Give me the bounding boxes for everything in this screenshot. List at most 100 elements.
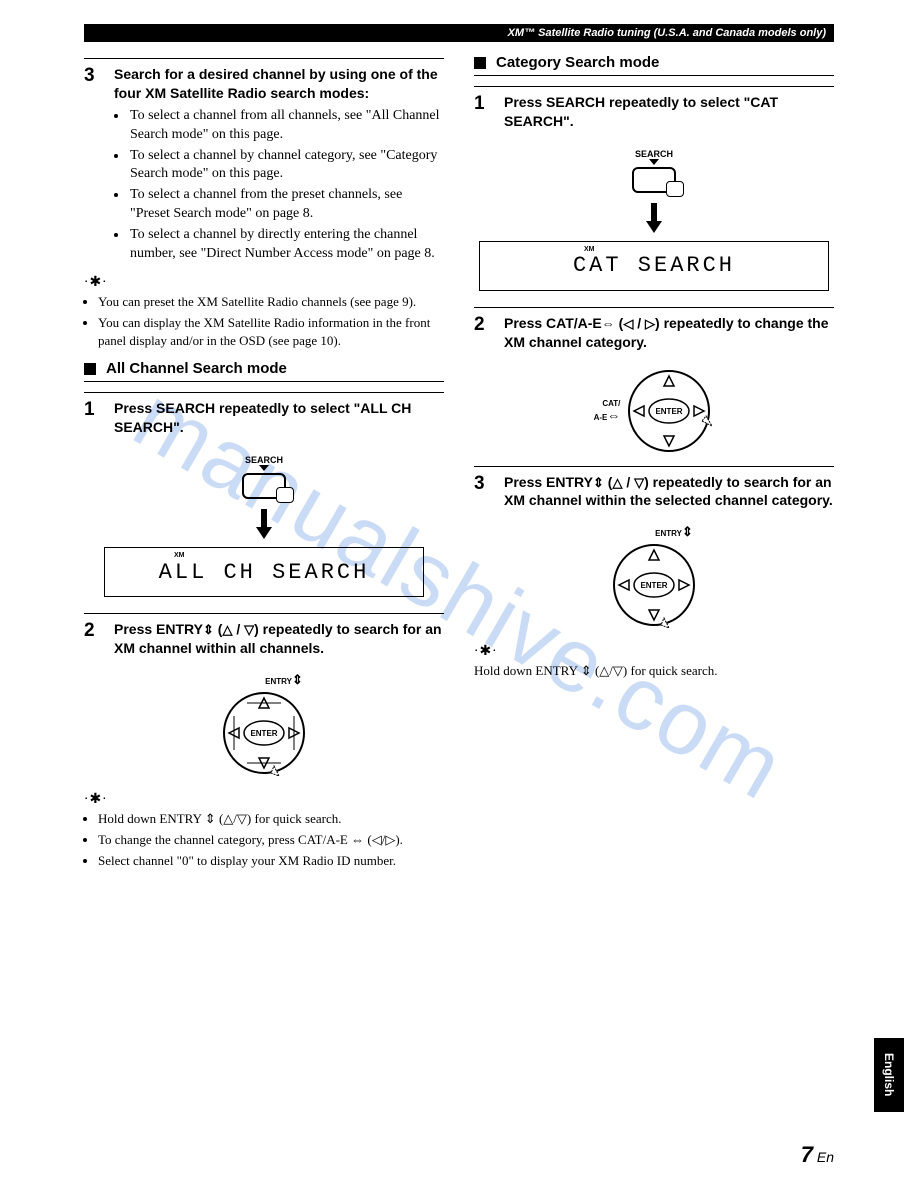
tip: To change the channel category, press CA… [98, 831, 444, 849]
leftright-icon: ⇔ [602, 316, 615, 331]
button-label: SEARCH [474, 149, 834, 159]
triangle-right-icon: ▷ [645, 316, 655, 331]
triangle-down-icon [649, 159, 659, 165]
text: ENTRY [655, 529, 682, 538]
triangle-right-icon: ▷ [385, 832, 395, 847]
text: / [622, 474, 634, 490]
search-button-figure: SEARCH [84, 455, 444, 539]
section-title: All Channel Search mode [106, 360, 287, 377]
tips-b: Hold down ENTRY ⇕ (△/▽) for quick search… [84, 810, 444, 871]
triangle-down-icon: ▽ [237, 811, 247, 826]
right-step-2: 2 Press CAT/A-E⇔ (◁ / ▷) repeatedly to c… [474, 314, 834, 356]
right-column: Category Search mode 1 Press SEARCH repe… [474, 54, 834, 874]
tip: You can preset the XM Satellite Radio ch… [98, 293, 444, 311]
display-xm-label: XM [584, 246, 595, 253]
step-number: 2 [84, 620, 104, 662]
tip-icon: ⋅✱⋅ [474, 643, 834, 660]
right-step-3: 3 Press ENTRY⇕ (△ / ▽) repeatedly to sea… [474, 473, 834, 515]
right-step-1: 1 Press SEARCH repeatedly to select "CAT… [474, 93, 834, 135]
arrow-down-icon [646, 203, 662, 233]
display-text: ALL CH SEARCH [159, 560, 370, 585]
step-heading: Press SEARCH repeatedly to select "CAT S… [504, 93, 834, 131]
triangle-down-icon [259, 465, 269, 471]
text: Press ENTRY [114, 621, 203, 637]
text: . [400, 832, 403, 847]
leftright-icon: ⇔ [351, 832, 364, 847]
rule [84, 58, 444, 59]
rule [474, 86, 834, 87]
display-panel: XM CAT SEARCH [479, 241, 829, 291]
text: Press ENTRY [504, 474, 593, 490]
button-label: SEARCH [84, 455, 444, 465]
rule [84, 613, 444, 614]
triangle-left-icon: ◁ [623, 316, 633, 331]
triangle-left-icon: ◁ [372, 832, 382, 847]
left-step-1: 1 Press SEARCH repeatedly to select "ALL… [84, 399, 444, 441]
svg-text:ENTER: ENTER [656, 407, 683, 416]
section-title: Category Search mode [496, 54, 659, 71]
arrow-down-icon [256, 509, 272, 539]
content: 3 Search for a desired channel by using … [84, 54, 834, 874]
header-title: XM™ Satellite Radio tuning (U.S.A. and C… [508, 27, 826, 39]
square-bullet-icon [474, 57, 486, 69]
dpad-icon: ENTER [609, 540, 699, 630]
step-heading: Press CAT/A-E⇔ (◁ / ▷) repeatedly to cha… [504, 314, 834, 352]
bullet: To select a channel by directly entering… [128, 226, 444, 264]
tip-c: Hold down ENTRY ⇕ (△/▽) for quick search… [474, 662, 834, 680]
rule [474, 466, 834, 467]
step-heading: Press ENTRY⇕ (△ / ▽) repeatedly to searc… [504, 473, 834, 511]
page-num-digit: 7 [801, 1142, 813, 1167]
text: / [633, 315, 645, 331]
remote-button-icon [632, 167, 676, 193]
tip: You can display the XM Satellite Radio i… [98, 314, 444, 350]
dpad-label: ENTRY⇕ [514, 524, 834, 540]
text: for quick search. [627, 663, 717, 678]
rule [84, 381, 444, 382]
rule [474, 75, 834, 76]
updown-icon: ⇕ [205, 811, 216, 826]
bullet: To select a channel by channel category,… [128, 147, 444, 185]
text: for quick search. [251, 811, 341, 826]
updown-icon: ⇕ [581, 663, 592, 678]
step-3: 3 Search for a desired channel by using … [84, 65, 444, 266]
tip: Hold down ENTRY ⇕ (△/▽) for quick search… [98, 810, 444, 828]
enter-text: ENTER [250, 729, 277, 738]
step3-bullets: To select a channel from all channels, s… [114, 107, 444, 264]
language-tab: English [874, 1038, 904, 1112]
updown-icon: ⇕ [203, 622, 214, 637]
display-panel: XM ALL CH SEARCH [104, 547, 424, 597]
page-num-lang: En [817, 1149, 834, 1165]
text: / [232, 621, 244, 637]
dpad-icon: ENTER [219, 688, 309, 778]
step-heading: Search for a desired channel by using on… [114, 65, 444, 103]
step-number: 1 [474, 93, 494, 135]
leftright-icon: ⇔ [607, 408, 620, 423]
text: To change the channel category, press CA… [98, 832, 348, 847]
triangle-down-icon: ▽ [634, 475, 644, 490]
tips-a: You can preset the XM Satellite Radio ch… [84, 293, 444, 351]
text: Press CAT/A-E [504, 315, 602, 331]
step-number: 3 [84, 65, 104, 266]
tip: Select channel "0" to display your XM Ra… [98, 852, 444, 870]
left-step-2: 2 Press ENTRY⇕ (△ / ▽) repeatedly to sea… [84, 620, 444, 662]
text: Hold down ENTRY [98, 811, 202, 826]
text: ENTRY [265, 677, 292, 686]
triangle-up-icon: △ [222, 622, 232, 637]
tip-icon: ⋅✱⋅ [84, 791, 444, 808]
bullet: To select a channel from the preset chan… [128, 186, 444, 224]
display-text: CAT SEARCH [573, 253, 735, 278]
dpad-figure: CAT/ A-E⇔ ENTER [474, 366, 834, 456]
header-bar: XM™ Satellite Radio tuning (U.S.A. and C… [84, 24, 834, 42]
text: Hold down ENTRY [474, 663, 578, 678]
step-number: 3 [474, 473, 494, 515]
display-xm-label: XM [174, 552, 185, 559]
square-bullet-icon [84, 363, 96, 375]
step-number: 2 [474, 314, 494, 356]
tip-icon: ⋅✱⋅ [84, 274, 444, 291]
updown-icon: ⇕ [682, 524, 693, 539]
rule [474, 307, 834, 308]
search-button-figure: SEARCH [474, 149, 834, 233]
page-number: 7 En [801, 1142, 834, 1168]
triangle-up-icon: △ [223, 811, 233, 826]
triangle-up-icon: △ [612, 475, 622, 490]
